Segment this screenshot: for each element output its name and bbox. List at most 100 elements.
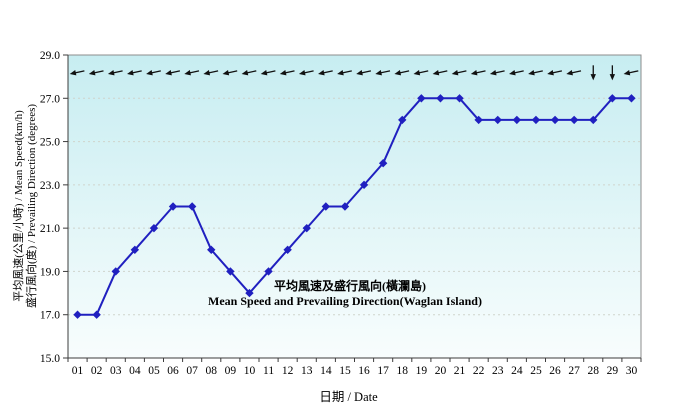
wind-direction-arrow bbox=[432, 70, 448, 76]
data-point bbox=[283, 245, 292, 254]
x-tick-label: 12 bbox=[282, 365, 294, 377]
y-tick-label: 15.0 bbox=[40, 353, 60, 365]
x-tick-label: 02 bbox=[91, 365, 103, 377]
y-tick-label: 25.0 bbox=[40, 137, 60, 149]
wind-direction-arrow bbox=[394, 70, 410, 76]
wind-direction-arrow bbox=[203, 70, 219, 76]
data-point bbox=[531, 115, 541, 125]
data-point bbox=[130, 245, 140, 254]
x-axis-label: 日期 / Date bbox=[319, 390, 378, 404]
data-point bbox=[168, 202, 178, 211]
data-point bbox=[264, 267, 273, 276]
x-tick-label: 05 bbox=[148, 365, 160, 377]
wind-direction-arrow bbox=[107, 70, 123, 76]
data-point bbox=[359, 180, 369, 190]
data-point bbox=[226, 267, 235, 276]
data-point bbox=[92, 310, 101, 319]
x-tick-label: 16 bbox=[358, 365, 370, 377]
x-tick-label: 27 bbox=[568, 365, 580, 377]
y-axis-label-line1: 平均風速(公里/小時) / Mean Speed(km/h) bbox=[13, 110, 25, 302]
wind-direction-arrow bbox=[470, 70, 486, 76]
data-point bbox=[569, 115, 579, 125]
data-point bbox=[73, 310, 82, 319]
x-tick-label: 01 bbox=[72, 365, 84, 377]
x-tick-label: 19 bbox=[416, 365, 428, 377]
x-tick-label: 25 bbox=[530, 365, 542, 377]
data-point bbox=[302, 223, 311, 233]
x-tick-label: 20 bbox=[435, 365, 447, 377]
x-tick-label: 24 bbox=[511, 365, 523, 377]
x-tick-label: 22 bbox=[473, 365, 485, 377]
x-tick-label: 14 bbox=[320, 365, 332, 377]
data-point bbox=[340, 202, 350, 211]
x-tick-label: 29 bbox=[607, 365, 619, 377]
data-point bbox=[398, 115, 407, 125]
wind-direction-arrow bbox=[489, 70, 505, 76]
x-tick-label: 03 bbox=[110, 365, 122, 377]
data-point bbox=[608, 94, 617, 103]
data-point bbox=[111, 267, 120, 276]
wind-direction-arrow bbox=[623, 70, 639, 76]
y-tick-label: 29.0 bbox=[40, 50, 60, 62]
x-tick-label: 17 bbox=[377, 365, 389, 377]
data-point bbox=[245, 288, 254, 298]
chart-title-chinese: 平均風速及盛行風向(橫瀾島) bbox=[274, 279, 426, 293]
data-point bbox=[512, 115, 522, 125]
x-tick-label: 09 bbox=[225, 365, 237, 377]
x-tick-label: 18 bbox=[397, 365, 409, 377]
data-point bbox=[493, 115, 502, 125]
wind-direction-arrow bbox=[547, 70, 563, 76]
wind-direction-arrow bbox=[337, 70, 352, 76]
x-tick-label: 06 bbox=[167, 365, 179, 377]
y-tick-label: 21.0 bbox=[40, 223, 60, 235]
wind-direction-arrow bbox=[260, 70, 276, 76]
x-tick-label: 04 bbox=[129, 365, 141, 377]
y-tick-label: 27.0 bbox=[40, 93, 60, 105]
data-point bbox=[417, 94, 426, 103]
y-tick-label: 23.0 bbox=[40, 180, 60, 192]
wind-direction-arrow bbox=[298, 70, 314, 76]
x-tick-label: 15 bbox=[339, 365, 351, 377]
x-tick-label: 23 bbox=[492, 365, 504, 377]
wind-direction-arrow bbox=[318, 70, 333, 76]
x-tick-label: 13 bbox=[301, 365, 313, 377]
x-tick-label: 07 bbox=[186, 365, 198, 377]
y-tick-label: 17.0 bbox=[40, 310, 60, 322]
data-point bbox=[207, 245, 216, 254]
wind-direction-arrow bbox=[609, 65, 616, 81]
x-tick-label: 08 bbox=[206, 365, 218, 377]
data-point bbox=[378, 159, 388, 168]
data-point bbox=[627, 94, 636, 103]
y-axis-label-line2: 盛行風向(度) / Prevailing Direction (degrees) bbox=[26, 103, 38, 309]
x-tick-label: 28 bbox=[588, 365, 600, 377]
wind-direction-arrow bbox=[184, 70, 200, 76]
chart-title-english: Mean Speed and Prevailing Direction(Wagl… bbox=[208, 294, 482, 308]
wind-direction-arrow bbox=[566, 70, 582, 76]
data-point bbox=[550, 115, 560, 125]
x-tick-label: 10 bbox=[244, 365, 256, 377]
wind-direction-arrow bbox=[509, 70, 524, 76]
wind-direction-arrow bbox=[222, 70, 238, 76]
x-tick-label: 11 bbox=[263, 365, 274, 377]
wind-direction-arrow bbox=[88, 70, 104, 76]
x-tick-label: 26 bbox=[549, 365, 561, 377]
wind-direction-arrow bbox=[146, 70, 161, 76]
y-tick-label: 19.0 bbox=[40, 266, 60, 278]
wind-direction-arrow bbox=[279, 70, 295, 76]
wind-direction-arrow bbox=[165, 70, 181, 76]
wind-direction-arrow bbox=[69, 70, 85, 76]
data-point bbox=[455, 94, 464, 103]
plot-area bbox=[68, 55, 641, 358]
wind-direction-arrow bbox=[375, 70, 391, 76]
wind-direction-arrow bbox=[413, 70, 429, 76]
wind-direction-arrow bbox=[127, 70, 142, 76]
data-point bbox=[589, 115, 598, 125]
wind-direction-arrow bbox=[528, 70, 543, 76]
wind-direction-arrow bbox=[356, 70, 372, 76]
data-point bbox=[149, 223, 159, 233]
wind-direction-arrow bbox=[451, 70, 467, 76]
data-point bbox=[474, 115, 483, 125]
data-point bbox=[187, 202, 197, 211]
